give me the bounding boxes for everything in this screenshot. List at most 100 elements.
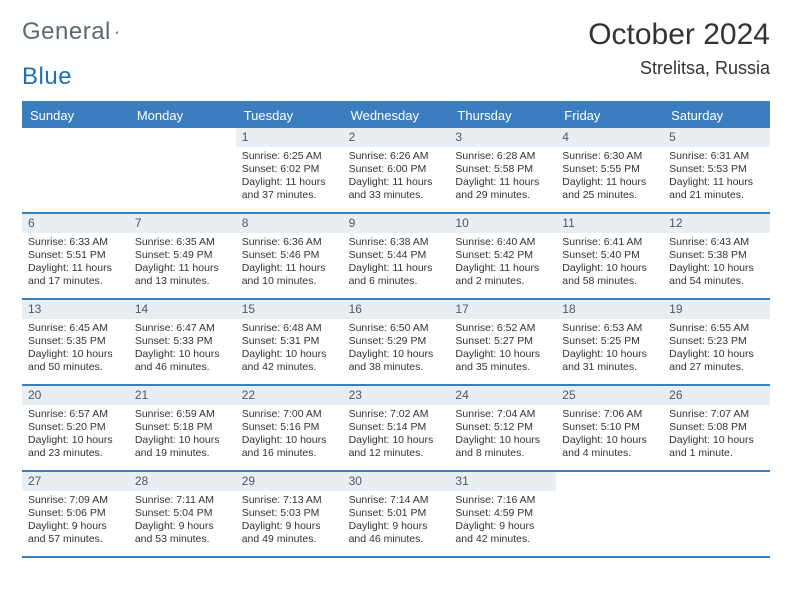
sunset-text: Sunset: 5:27 PM	[455, 335, 550, 348]
day-body: Sunrise: 6:25 AMSunset: 6:02 PMDaylight:…	[236, 147, 343, 207]
week-row: 20Sunrise: 6:57 AMSunset: 5:20 PMDayligh…	[22, 386, 770, 472]
day-cell: 1Sunrise: 6:25 AMSunset: 6:02 PMDaylight…	[236, 128, 343, 212]
day-body: Sunrise: 6:28 AMSunset: 5:58 PMDaylight:…	[449, 147, 556, 207]
day-cell	[22, 128, 129, 212]
daylight-text: Daylight: 9 hours and 49 minutes.	[242, 520, 337, 546]
sunset-text: Sunset: 4:59 PM	[455, 507, 550, 520]
day-cell	[663, 472, 770, 556]
logo-triangle-icon	[115, 23, 119, 41]
sunset-text: Sunset: 5:44 PM	[349, 249, 444, 262]
day-body: Sunrise: 7:00 AMSunset: 5:16 PMDaylight:…	[236, 405, 343, 465]
day-cell: 4Sunrise: 6:30 AMSunset: 5:55 PMDaylight…	[556, 128, 663, 212]
daylight-text: Daylight: 10 hours and 35 minutes.	[455, 348, 550, 374]
sunset-text: Sunset: 5:10 PM	[562, 421, 657, 434]
daylight-text: Daylight: 9 hours and 42 minutes.	[455, 520, 550, 546]
day-cell	[556, 472, 663, 556]
sunrise-text: Sunrise: 7:04 AM	[455, 408, 550, 421]
day-header: Sunday	[22, 103, 129, 128]
daylight-text: Daylight: 10 hours and 42 minutes.	[242, 348, 337, 374]
day-number: 21	[129, 386, 236, 405]
day-number: 9	[343, 214, 450, 233]
day-number: 23	[343, 386, 450, 405]
sunset-text: Sunset: 5:04 PM	[135, 507, 230, 520]
day-header: Tuesday	[236, 103, 343, 128]
sunset-text: Sunset: 5:31 PM	[242, 335, 337, 348]
day-cell: 26Sunrise: 7:07 AMSunset: 5:08 PMDayligh…	[663, 386, 770, 470]
day-cell: 28Sunrise: 7:11 AMSunset: 5:04 PMDayligh…	[129, 472, 236, 556]
day-cell: 2Sunrise: 6:26 AMSunset: 6:00 PMDaylight…	[343, 128, 450, 212]
daylight-text: Daylight: 10 hours and 27 minutes.	[669, 348, 764, 374]
location-title: Strelitsa, Russia	[588, 58, 770, 79]
sunrise-text: Sunrise: 6:43 AM	[669, 236, 764, 249]
day-body: Sunrise: 6:38 AMSunset: 5:44 PMDaylight:…	[343, 233, 450, 293]
sunset-text: Sunset: 6:02 PM	[242, 163, 337, 176]
day-body: Sunrise: 6:40 AMSunset: 5:42 PMDaylight:…	[449, 233, 556, 293]
sunset-text: Sunset: 5:03 PM	[242, 507, 337, 520]
sunrise-text: Sunrise: 6:30 AM	[562, 150, 657, 163]
sunset-text: Sunset: 5:23 PM	[669, 335, 764, 348]
day-number: 7	[129, 214, 236, 233]
daylight-text: Daylight: 9 hours and 57 minutes.	[28, 520, 123, 546]
day-header: Wednesday	[343, 103, 450, 128]
sunset-text: Sunset: 5:40 PM	[562, 249, 657, 262]
day-number: 5	[663, 128, 770, 147]
sunrise-text: Sunrise: 7:16 AM	[455, 494, 550, 507]
sunrise-text: Sunrise: 6:31 AM	[669, 150, 764, 163]
day-number: 22	[236, 386, 343, 405]
logo: General	[22, 18, 137, 46]
day-body: Sunrise: 6:30 AMSunset: 5:55 PMDaylight:…	[556, 147, 663, 207]
sunrise-text: Sunrise: 7:02 AM	[349, 408, 444, 421]
day-cell: 25Sunrise: 7:06 AMSunset: 5:10 PMDayligh…	[556, 386, 663, 470]
sunrise-text: Sunrise: 7:13 AM	[242, 494, 337, 507]
sunset-text: Sunset: 5:06 PM	[28, 507, 123, 520]
day-body: Sunrise: 7:06 AMSunset: 5:10 PMDaylight:…	[556, 405, 663, 465]
day-cell: 10Sunrise: 6:40 AMSunset: 5:42 PMDayligh…	[449, 214, 556, 298]
day-number: 25	[556, 386, 663, 405]
day-body: Sunrise: 6:36 AMSunset: 5:46 PMDaylight:…	[236, 233, 343, 293]
day-body: Sunrise: 6:55 AMSunset: 5:23 PMDaylight:…	[663, 319, 770, 379]
day-body: Sunrise: 6:45 AMSunset: 5:35 PMDaylight:…	[22, 319, 129, 379]
week-row: 27Sunrise: 7:09 AMSunset: 5:06 PMDayligh…	[22, 472, 770, 558]
sunrise-text: Sunrise: 7:09 AM	[28, 494, 123, 507]
daylight-text: Daylight: 9 hours and 53 minutes.	[135, 520, 230, 546]
sunrise-text: Sunrise: 6:28 AM	[455, 150, 550, 163]
day-body: Sunrise: 6:35 AMSunset: 5:49 PMDaylight:…	[129, 233, 236, 293]
sunset-text: Sunset: 5:55 PM	[562, 163, 657, 176]
sunrise-text: Sunrise: 6:38 AM	[349, 236, 444, 249]
day-number: 20	[22, 386, 129, 405]
sunset-text: Sunset: 5:16 PM	[242, 421, 337, 434]
sunrise-text: Sunrise: 6:40 AM	[455, 236, 550, 249]
day-number: 1	[236, 128, 343, 147]
sunrise-text: Sunrise: 6:35 AM	[135, 236, 230, 249]
day-cell: 8Sunrise: 6:36 AMSunset: 5:46 PMDaylight…	[236, 214, 343, 298]
day-number: 29	[236, 472, 343, 491]
day-body: Sunrise: 7:13 AMSunset: 5:03 PMDaylight:…	[236, 491, 343, 551]
daylight-text: Daylight: 10 hours and 12 minutes.	[349, 434, 444, 460]
day-number: 27	[22, 472, 129, 491]
sunrise-text: Sunrise: 7:14 AM	[349, 494, 444, 507]
day-cell: 21Sunrise: 6:59 AMSunset: 5:18 PMDayligh…	[129, 386, 236, 470]
day-cell	[129, 128, 236, 212]
day-header: Saturday	[663, 103, 770, 128]
daylight-text: Daylight: 11 hours and 37 minutes.	[242, 176, 337, 202]
day-body: Sunrise: 6:31 AMSunset: 5:53 PMDaylight:…	[663, 147, 770, 207]
day-cell: 7Sunrise: 6:35 AMSunset: 5:49 PMDaylight…	[129, 214, 236, 298]
sunrise-text: Sunrise: 6:48 AM	[242, 322, 337, 335]
day-body: Sunrise: 7:11 AMSunset: 5:04 PMDaylight:…	[129, 491, 236, 551]
logo-text-2: Blue	[22, 63, 72, 91]
daylight-text: Daylight: 10 hours and 31 minutes.	[562, 348, 657, 374]
sunrise-text: Sunrise: 6:53 AM	[562, 322, 657, 335]
day-number: 14	[129, 300, 236, 319]
day-header: Friday	[556, 103, 663, 128]
day-number: 6	[22, 214, 129, 233]
daylight-text: Daylight: 10 hours and 38 minutes.	[349, 348, 444, 374]
day-body: Sunrise: 6:53 AMSunset: 5:25 PMDaylight:…	[556, 319, 663, 379]
day-cell: 24Sunrise: 7:04 AMSunset: 5:12 PMDayligh…	[449, 386, 556, 470]
daylight-text: Daylight: 11 hours and 33 minutes.	[349, 176, 444, 202]
sunrise-text: Sunrise: 7:06 AM	[562, 408, 657, 421]
sunset-text: Sunset: 5:12 PM	[455, 421, 550, 434]
day-cell: 20Sunrise: 6:57 AMSunset: 5:20 PMDayligh…	[22, 386, 129, 470]
sunrise-text: Sunrise: 6:57 AM	[28, 408, 123, 421]
day-body: Sunrise: 6:48 AMSunset: 5:31 PMDaylight:…	[236, 319, 343, 379]
daylight-text: Daylight: 10 hours and 16 minutes.	[242, 434, 337, 460]
